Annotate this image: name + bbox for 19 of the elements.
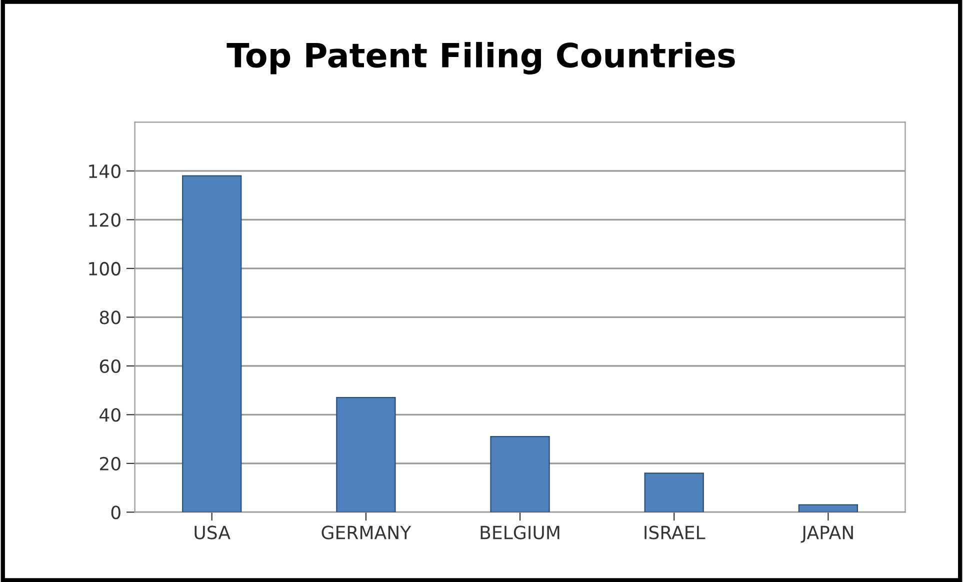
y-tick-label: 40 <box>100 408 120 422</box>
x-tick-label: USA <box>194 526 230 540</box>
x-tick-label: GERMANY <box>322 526 412 540</box>
x-tick-label: ISRAEL <box>644 526 706 540</box>
y-tick-label: 120 <box>89 213 120 227</box>
y-tick-label: 20 <box>100 456 120 471</box>
x-tick-label: JAPAN <box>800 526 853 543</box>
x-tick-label: BELGIUM <box>480 526 560 540</box>
bar <box>182 175 242 512</box>
y-tick-label: 140 <box>89 164 120 178</box>
bar <box>644 472 704 512</box>
bar <box>798 504 858 512</box>
chart-title: Top Patent Filing Countries <box>226 42 735 74</box>
y-tick-label: 80 <box>100 310 120 324</box>
bar <box>336 397 396 512</box>
y-tick-label: 60 <box>100 359 120 374</box>
bar <box>490 436 550 512</box>
y-tick-label: 100 <box>89 262 120 276</box>
y-tick-label: 0 <box>111 506 120 520</box>
